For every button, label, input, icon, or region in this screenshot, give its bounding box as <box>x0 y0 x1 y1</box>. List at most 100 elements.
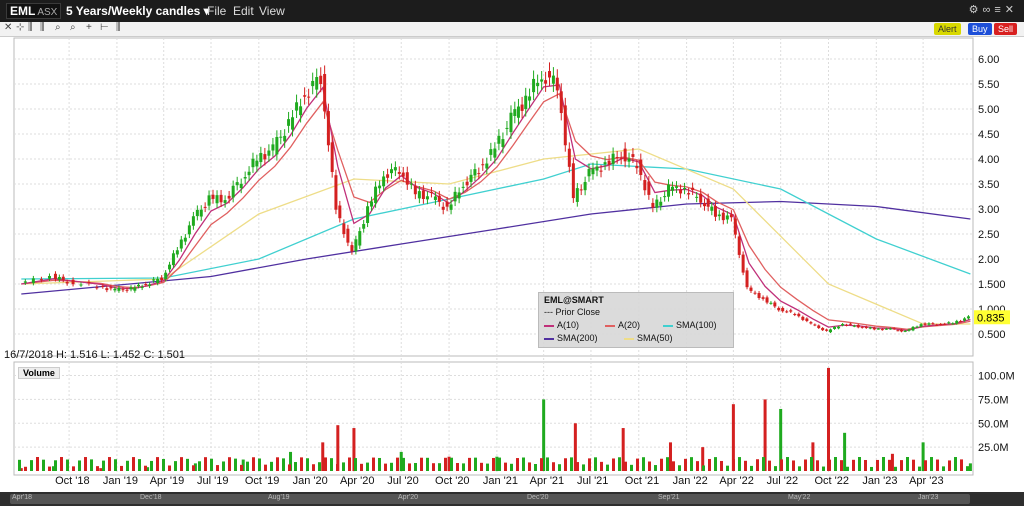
volume-bar <box>816 460 819 471</box>
menu-view[interactable]: View <box>259 4 285 18</box>
candle-body <box>207 195 211 206</box>
last-price-label: 0.835 <box>977 312 1005 324</box>
legend-sma100[interactable]: SMA(100) <box>663 320 717 330</box>
candle-body <box>287 119 291 126</box>
price-chart[interactable]: 6.00 5.50 5.00 4.50 4.00 3.50 3.00 2.50 2.00 1.50… <box>0 36 1024 492</box>
link-icon[interactable]: ∞ <box>982 4 995 16</box>
volume-bar <box>762 457 765 471</box>
candle-body <box>187 225 191 235</box>
volume-bar <box>360 463 363 471</box>
candle-body <box>397 172 401 174</box>
time-axis-label: Jan '19 <box>103 475 138 487</box>
candle-body <box>900 329 904 332</box>
candle-body <box>888 328 892 330</box>
candle-body <box>713 206 717 217</box>
candle-body <box>211 194 215 199</box>
volume-bar <box>660 458 663 471</box>
volume-bar <box>241 459 245 471</box>
candle-body <box>152 279 156 281</box>
candle-body <box>366 206 370 223</box>
cursor-icon[interactable]: ⊢ <box>100 22 109 33</box>
volume-bar <box>114 459 117 471</box>
sell-button[interactable]: Sell <box>994 23 1018 35</box>
volume-bar <box>352 428 356 471</box>
legend-a20[interactable]: A(20) <box>605 320 640 330</box>
candle-body <box>409 183 413 185</box>
volume-bar <box>672 461 675 471</box>
bar-chart-icon[interactable]: ⫼ <box>28 22 33 33</box>
candle-body <box>931 323 935 325</box>
time-axis-label: Jan '23 <box>862 475 897 487</box>
volume-bar <box>504 462 507 471</box>
volume-bar <box>731 404 735 471</box>
period-selector[interactable]: 5 Years/Weekly candles ▾ <box>66 4 210 18</box>
volume-bar <box>492 457 495 471</box>
candle-body <box>275 136 279 155</box>
scrollbar-thumb[interactable] <box>10 494 970 504</box>
candle-body <box>469 174 473 182</box>
candle-body <box>47 275 51 279</box>
volume-bar <box>542 399 546 471</box>
candle-body <box>551 75 555 84</box>
volume-bar <box>890 453 894 471</box>
volume-bar <box>168 465 171 471</box>
time-axis-label: Jan '21 <box>483 475 518 487</box>
volume-bar <box>282 458 285 471</box>
close-icon[interactable]: ✕ <box>1004 4 1018 16</box>
volume-bar <box>936 459 939 471</box>
volume-bar <box>768 460 771 471</box>
buy-button[interactable]: Buy <box>968 23 992 35</box>
candle-body <box>813 324 817 326</box>
volume-bar <box>288 464 291 471</box>
candle-body <box>473 169 477 176</box>
volume-bar <box>96 466 99 471</box>
volume-bar <box>516 458 519 471</box>
volume-bar <box>408 463 411 471</box>
bar-chart-icon[interactable]: ⫼ <box>40 22 45 33</box>
crosshair-icon[interactable]: + <box>86 22 92 33</box>
gear-icon[interactable]: ⚙ <box>968 4 983 16</box>
candle-body <box>311 80 315 87</box>
volume-bar <box>948 460 951 471</box>
volume-bar <box>921 442 925 471</box>
candle-body <box>927 323 931 325</box>
volume-bar <box>642 457 645 471</box>
volume-bar <box>701 447 705 471</box>
menu-file[interactable]: File <box>207 4 227 18</box>
close-icon[interactable]: ✕ <box>4 22 13 33</box>
price-axis-label: 3.50 <box>978 179 999 191</box>
time-scrollbar[interactable]: Apr'18 Dec'18 Aug'19 Apr'20 Dec'20 Sep'2… <box>0 492 1024 506</box>
alert-button[interactable]: Alert <box>934 23 961 35</box>
candle-body <box>251 158 255 168</box>
volume-bar <box>495 456 499 471</box>
symbol-selector[interactable]: EML ASX <box>6 3 62 19</box>
legend-sma50[interactable]: SMA(50) <box>624 333 673 343</box>
volume-bar <box>126 460 129 471</box>
chart-legend[interactable]: EML@SMART --- Prior Close A(10) A(20) SM… <box>538 292 734 348</box>
candle-body <box>239 183 243 189</box>
candle-body <box>493 148 497 158</box>
zoom-in-icon[interactable]: ⌕ <box>55 22 61 33</box>
legend-sma200[interactable]: SMA(200) <box>544 333 598 343</box>
candle-body <box>675 186 679 188</box>
price-axis-label: 3.00 <box>978 204 999 216</box>
candle-body <box>235 182 239 186</box>
volume-bar <box>390 462 393 471</box>
legend-a10[interactable]: A(10) <box>544 320 579 330</box>
volume-bar <box>336 464 339 471</box>
window-controls[interactable]: ⚙∞≡✕ <box>969 3 1018 16</box>
candle-body <box>939 324 943 326</box>
menu-icon[interactable]: ≡ <box>994 4 1005 16</box>
candle-body <box>346 228 350 243</box>
candle-body <box>777 307 781 311</box>
volume-bar <box>216 465 219 471</box>
drawing-icon[interactable]: ⫼ <box>116 22 121 33</box>
scroll-axis-label: Dec'20 <box>527 494 549 501</box>
crosshair-icon[interactable]: ⊹ <box>16 22 25 33</box>
candle-body <box>671 186 675 191</box>
menu-edit[interactable]: Edit <box>233 4 254 18</box>
volume-bar <box>750 465 753 471</box>
candle-body <box>695 196 699 198</box>
zoom-out-icon[interactable]: ⌕ <box>70 22 76 33</box>
candle-body <box>821 328 825 331</box>
